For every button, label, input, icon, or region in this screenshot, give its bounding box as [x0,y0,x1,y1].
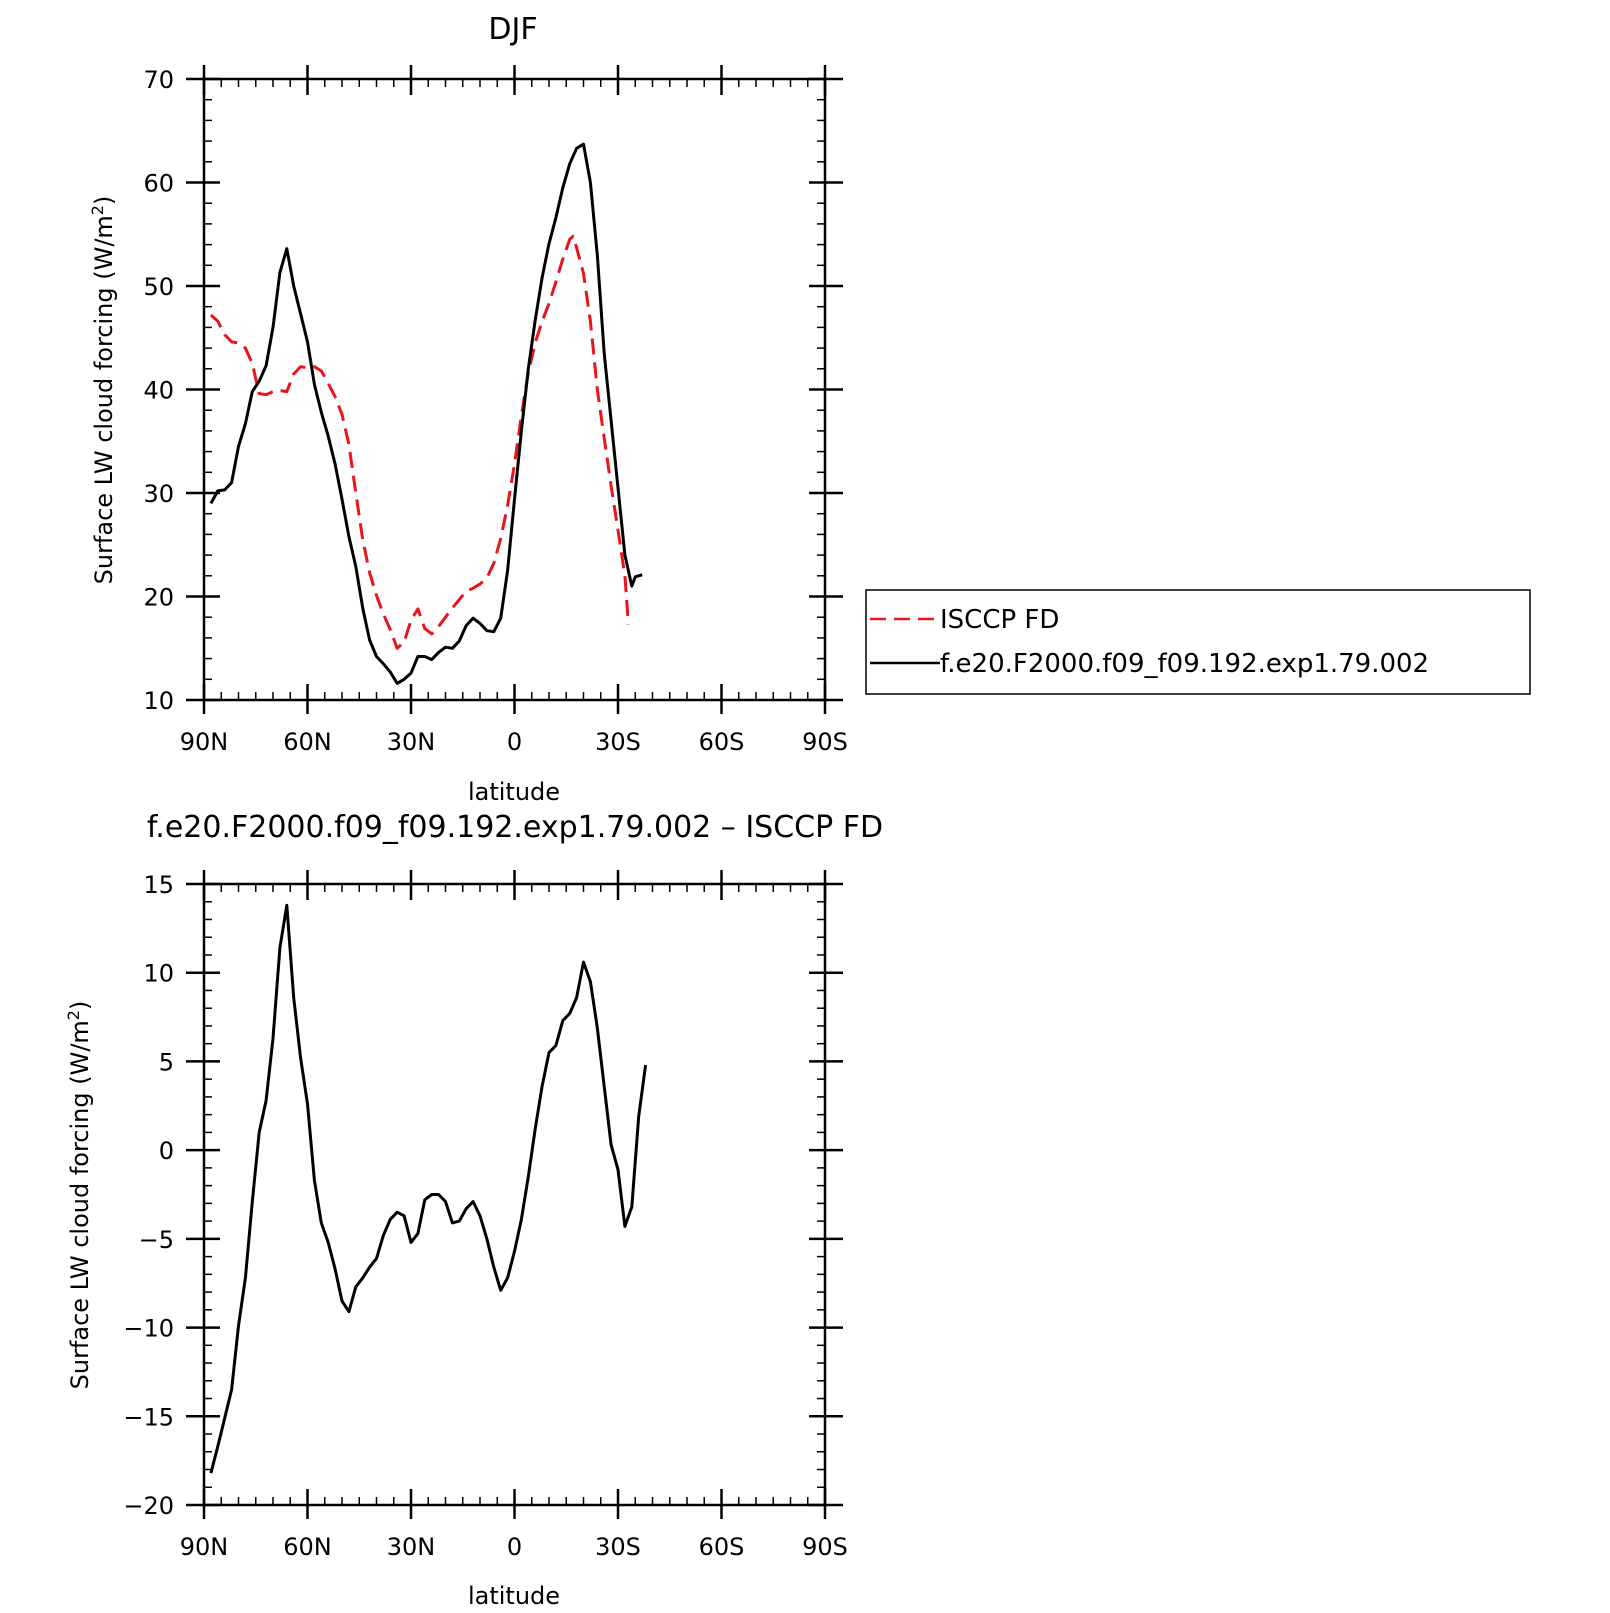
top-y-tick-labels: 10 20 30 40 50 60 70 [143,66,174,715]
y-tick-label: 10 [143,960,174,988]
top-panel: DJF 90N 60N 30N 0 30S 60S 90S 10 20 30 40 50 60 70 l… [88,12,1531,806]
x-tick-label: 0 [507,1533,522,1561]
legend-label-isccp: ISCCP FD [940,605,1059,635]
bottom-y-tick-labels: −20 −15 −10 −5 0 5 10 15 [123,871,174,1520]
y-tick-label: −10 [123,1315,174,1343]
x-tick-label: 30N [387,728,436,756]
x-tick-label: 60S [699,1533,745,1561]
top-y-axis-label: Surface LW cloud forcing (W/m2) [88,196,118,585]
top-x-tick-labels: 90N 60N 30N 0 30S 60S 90S [180,728,848,756]
y-tick-label: −20 [123,1492,174,1520]
legend: ISCCP FD f.e20.F2000.f09_f09.192.exp1.79… [865,589,1531,695]
y-tick-label: 30 [143,480,174,508]
bottom-x-axis-label: latitude [468,1582,560,1610]
y-tick-label: 0 [159,1137,174,1165]
y-tick-label: −5 [139,1226,174,1254]
top-plot-frame [202,77,827,702]
top-chart-title: DJF [488,12,537,47]
legend-label-model: f.e20.F2000.f09_f09.192.exp1.79.002 [940,649,1429,679]
top-x-axis-label: latitude [468,778,560,806]
y-tick-label: 40 [143,377,174,405]
x-tick-label: 60N [283,1533,332,1561]
x-tick-label: 0 [507,728,522,756]
top-ticks [186,65,843,714]
bottom-x-tick-labels: 90N 60N 30N 0 30S 60S 90S [180,1533,848,1561]
x-tick-label: 60S [699,728,745,756]
y-tick-label: 70 [143,66,174,94]
y-tick-label: 20 [143,584,174,612]
x-tick-label: 90N [180,728,229,756]
x-tick-label: 60N [283,728,332,756]
bottom-chart-title: f.e20.F2000.f09_f09.192.exp1.79.002 – IS… [147,810,883,845]
bottom-series [209,903,648,1474]
y-tick-label: 15 [143,871,174,899]
legend-box [865,589,1531,695]
y-tick-label: 5 [159,1048,174,1076]
series-line-1 [209,142,643,685]
y-tick-label: 10 [143,687,174,715]
bottom-plot-frame [202,882,827,1507]
series-line-0 [209,903,648,1474]
x-tick-label: 90S [802,728,848,756]
series-line-0 [209,234,630,650]
x-tick-label: 30S [595,728,641,756]
y-tick-label: 50 [143,273,174,301]
bottom-ticks [186,870,843,1519]
bottom-panel: f.e20.F2000.f09_f09.192.exp1.79.002 – IS… [64,810,883,1610]
y-tick-label: −15 [123,1403,174,1431]
top-series [209,142,643,685]
x-tick-label: 30S [595,1533,641,1561]
y-tick-label: 60 [143,170,174,198]
x-tick-label: 90N [180,1533,229,1561]
bottom-y-axis-label: Surface LW cloud forcing (W/m2) [64,1001,94,1390]
x-tick-label: 30N [387,1533,436,1561]
x-tick-label: 90S [802,1533,848,1561]
